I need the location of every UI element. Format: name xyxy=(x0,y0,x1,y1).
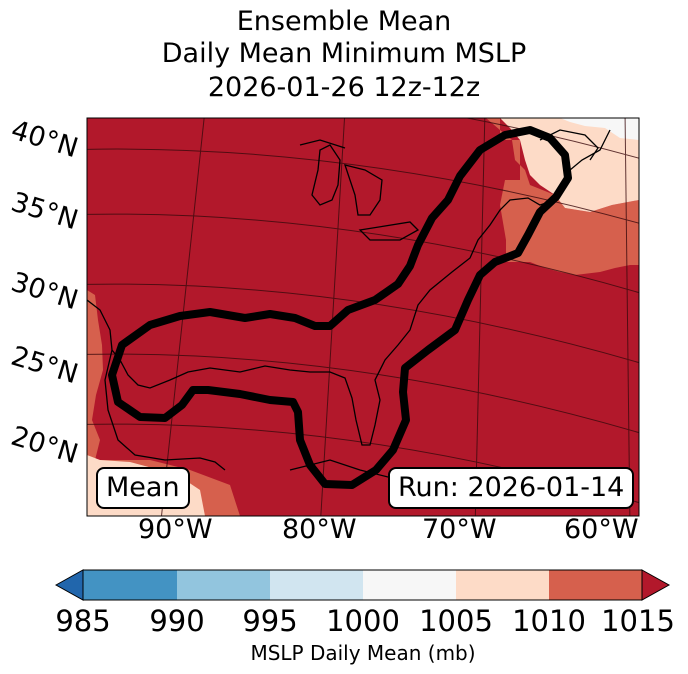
lon-label-70: 70°W xyxy=(422,514,497,545)
colorbar-extend-low xyxy=(54,569,84,601)
colorbar-tick-1000: 1000 xyxy=(326,604,400,638)
colorbar-tick-985: 985 xyxy=(55,604,111,638)
colorbar-tick-995: 995 xyxy=(242,604,298,638)
colorbar-segment-990-995 xyxy=(177,570,270,600)
colorbar-segment-1010-1015 xyxy=(549,570,642,600)
title-line-2: Daily Mean Minimum MSLP xyxy=(161,38,527,69)
colorbar-label: MSLP Daily Mean (mb) xyxy=(250,641,476,665)
colorbar-tick-1010: 1010 xyxy=(512,604,586,638)
colorbar-tick-1015: 1015 xyxy=(601,604,675,638)
colorbar-extend-high xyxy=(641,569,671,601)
colorbar-segment-1000-1005 xyxy=(363,570,456,600)
title-line-1: Ensemble Mean xyxy=(236,6,452,37)
colorbar-tick-990: 990 xyxy=(149,604,205,638)
mslp-field-1000-1005-northeast xyxy=(560,118,639,140)
map-area xyxy=(87,118,639,516)
colorbar-segment-995-1000 xyxy=(270,570,363,600)
title-line-3: 2026-01-26 12z-12z xyxy=(207,72,481,103)
run-date-box: Run: 2026-01-14 xyxy=(388,467,635,509)
mean-label-box: Mean xyxy=(96,467,190,509)
lon-label-90: 90°W xyxy=(138,514,213,545)
mslp-minimum-contour xyxy=(108,126,572,489)
colorbar-tick-1005: 1005 xyxy=(419,604,493,638)
map-frame xyxy=(86,117,640,517)
colorbar-frame xyxy=(82,569,643,601)
colorbar-segment-1005-1010 xyxy=(456,570,549,600)
lon-label-60: 60°W xyxy=(564,514,639,545)
colorbar xyxy=(54,569,671,601)
lon-label-80: 80°W xyxy=(282,514,357,545)
colorbar-segment-985-990 xyxy=(83,570,177,600)
